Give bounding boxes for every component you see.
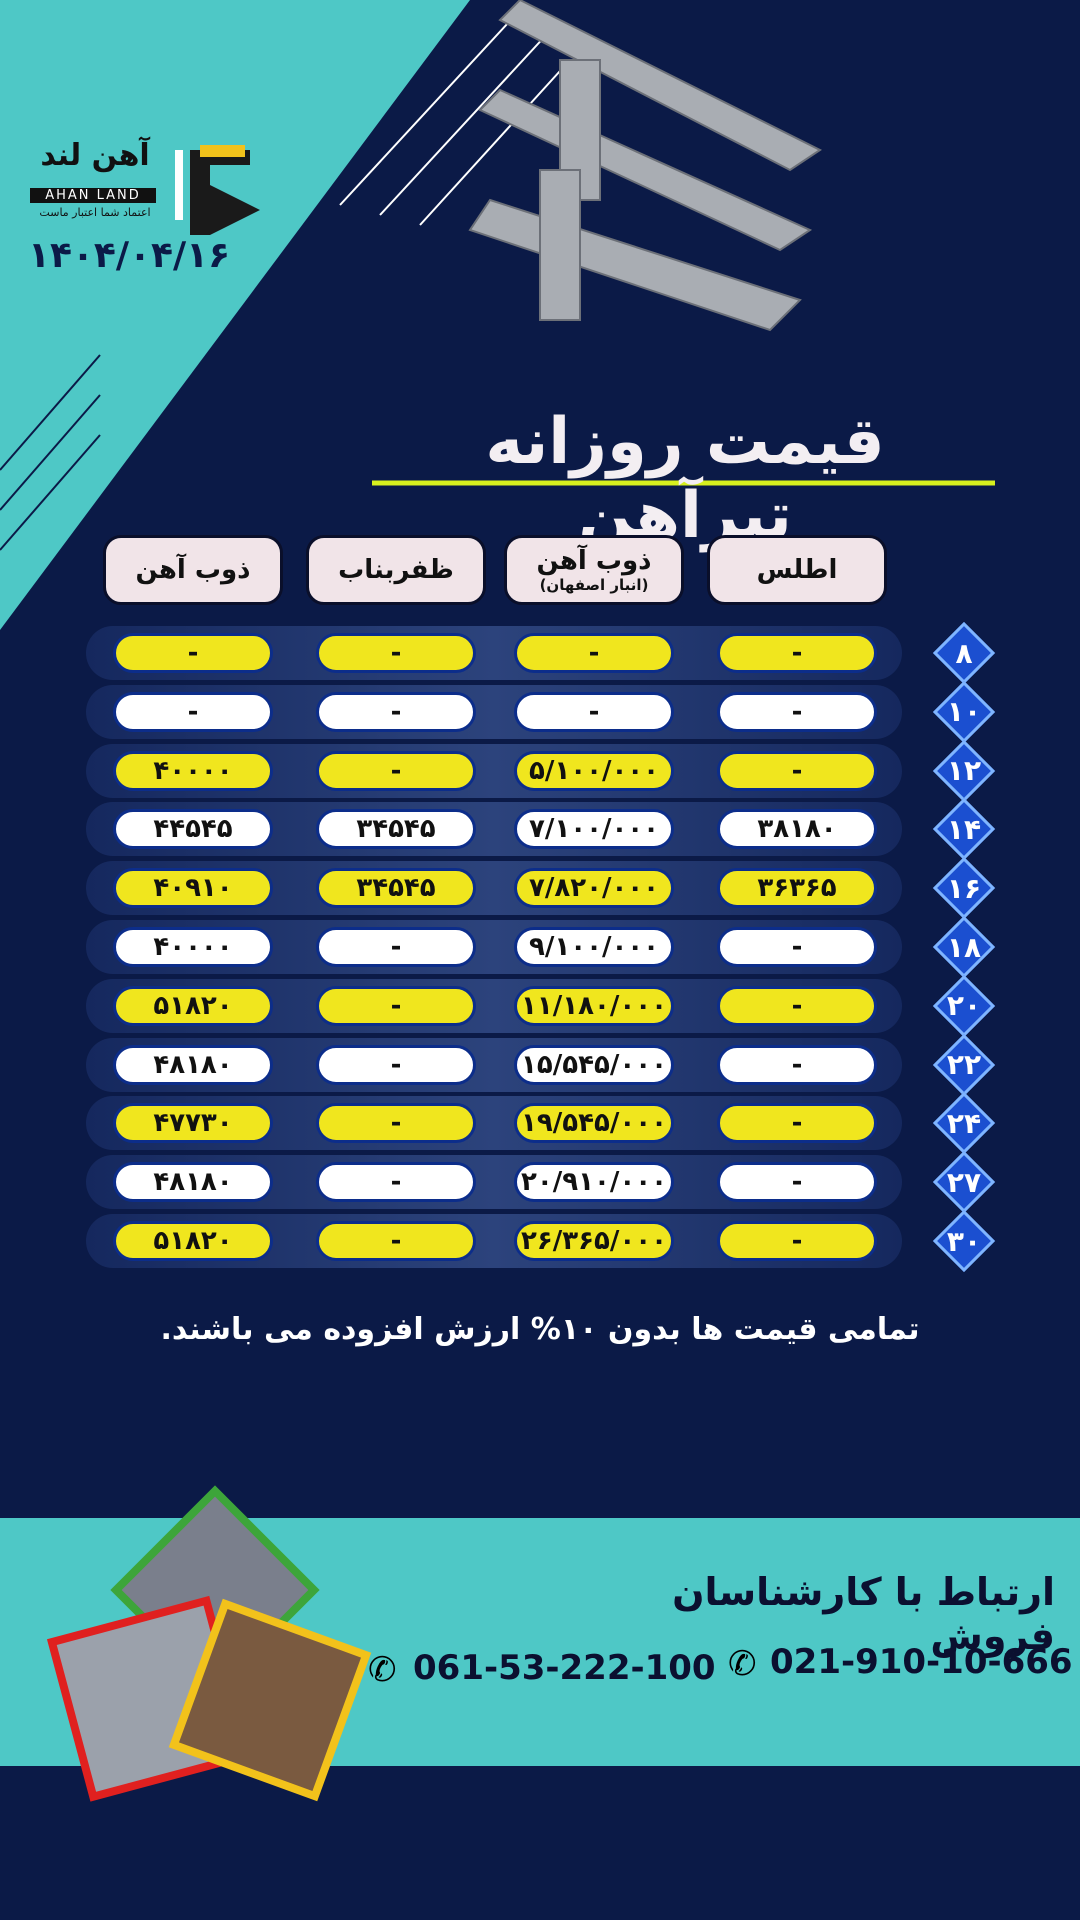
price-cell: ۷/۸۲۰/۰۰۰	[514, 868, 674, 909]
header-note: (انبار اصفهان)	[539, 576, 649, 594]
price-cell: ۳۴۵۴۵	[316, 868, 476, 909]
header-label: ذوب آهن	[135, 555, 251, 585]
price-cell: ۱۱/۱۸۰/۰۰۰	[514, 985, 674, 1026]
price-cell: ۴۴۵۴۵	[113, 809, 273, 850]
price-cell: -	[717, 1162, 877, 1203]
price-cell: ۵۱۸۲۰	[113, 985, 273, 1026]
price-cell: -	[717, 691, 877, 732]
column-header: ظفربناب	[306, 535, 486, 605]
price-cell: -	[717, 1103, 877, 1144]
price-cell: -	[316, 927, 476, 967]
column-header: ذوب آهن	[103, 535, 283, 605]
row-size: ۲۴	[946, 1106, 982, 1140]
date: ۱۴۰۴/۰۴/۱۶	[28, 235, 231, 276]
price-cell: -	[717, 1044, 877, 1085]
price-cell: -	[113, 691, 273, 732]
phone[interactable]: 061-53-222-100	[413, 1648, 716, 1688]
title: قیمت روزانه تیرآهن	[485, 405, 885, 553]
price-cell: -	[316, 691, 476, 732]
header-label: ذوب آهن	[536, 546, 652, 576]
price-cell: ۲۰/۹۱۰/۰۰۰	[514, 1162, 674, 1203]
price-cell: -	[316, 633, 476, 673]
price-cell: -	[717, 633, 877, 673]
price-cell: -	[316, 750, 476, 791]
header-label: اطلس	[756, 555, 838, 585]
logo-slogan: اعتماد شما اعتبار ماست	[39, 206, 151, 219]
price-cell: -	[316, 1103, 476, 1144]
price-cell: ۴۰۰۰۰	[113, 750, 273, 791]
row-size: ۱۲	[946, 754, 982, 788]
price-cell: -	[316, 985, 476, 1026]
price-cell: ۱۵/۵۴۵/۰۰۰	[514, 1044, 674, 1085]
row-size: ۲۷	[946, 1165, 982, 1199]
row-size: ۲۲	[946, 1048, 982, 1082]
row-size: ۱۸	[946, 930, 982, 964]
row-size: ۱۰	[946, 695, 982, 729]
price-cell: -	[514, 633, 674, 673]
price-cell: -	[316, 1044, 476, 1085]
price-cell: -	[717, 985, 877, 1026]
price-cell: ۳۶۳۶۵	[717, 868, 877, 909]
row-size: ۱۴	[946, 812, 982, 846]
price-cell: ۳۸۱۸۰	[717, 809, 877, 850]
contact-title: ارتباط با کارشناسان فروش	[672, 1570, 1055, 1658]
row-size: ۳۰	[946, 1224, 982, 1258]
price-cell: ۴۰۹۱۰	[113, 868, 273, 909]
phone-icon: ✆	[368, 1650, 397, 1690]
price-table: اطلس ذوب آهن (انبار اصفهان) ظفربناب ذوب آهن ۸…	[86, 535, 996, 1273]
phone-icon: ✆	[728, 1644, 757, 1684]
logo-name: آهن لند	[40, 138, 150, 173]
price-cell: ۵۱۸۲۰	[113, 1221, 273, 1261]
price-cell: ۷/۱۰۰/۰۰۰	[514, 809, 674, 850]
price-cell: ۴۰۰۰۰	[113, 927, 273, 967]
price-cell: ۵/۱۰۰/۰۰۰	[514, 750, 674, 791]
price-cell: ۲۶/۳۶۵/۰۰۰	[514, 1221, 674, 1261]
price-cell: ۱۹/۵۴۵/۰۰۰	[514, 1103, 674, 1144]
vat-note: تمامی قیمت ها بدون ۱۰% ارزش افزوده می با…	[160, 1312, 920, 1347]
price-cell: -	[316, 1162, 476, 1203]
price-cell: -	[717, 927, 877, 967]
price-cell: -	[316, 1221, 476, 1261]
column-header: اطلس	[707, 535, 887, 605]
price-cell: ۴۸۱۸۰	[113, 1162, 273, 1203]
price-cell: ۴۷۷۳۰	[113, 1103, 273, 1144]
row-size: ۲۰	[946, 989, 982, 1023]
row-size: ۸	[955, 636, 973, 670]
price-cell: -	[113, 633, 273, 673]
price-cell: -	[717, 750, 877, 791]
logo-latin: AHAN LAND	[30, 188, 156, 203]
header-label: ظفربناب	[338, 555, 454, 585]
price-cell: ۳۴۵۴۵	[316, 809, 476, 850]
row-size: ۱۶	[946, 871, 982, 905]
price-cell: -	[514, 691, 674, 732]
price-cell: ۴۸۱۸۰	[113, 1044, 273, 1085]
column-header: ذوب آهن (انبار اصفهان)	[504, 535, 684, 605]
price-cell: ۹/۱۰۰/۰۰۰	[514, 927, 674, 967]
phone[interactable]: 021-910-10-666	[770, 1642, 1073, 1682]
price-cell: -	[717, 1221, 877, 1261]
